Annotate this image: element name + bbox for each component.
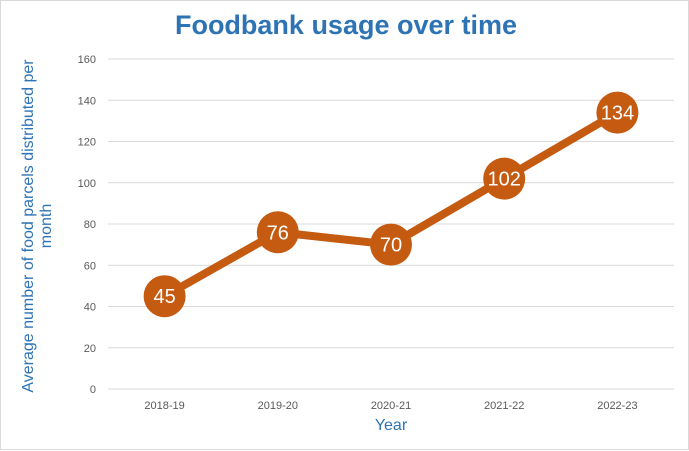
data-label: 102 — [488, 169, 521, 191]
y-tick-label: 0 — [90, 384, 96, 396]
x-tick-label: 2018-19 — [144, 400, 184, 412]
data-point — [256, 211, 299, 254]
y-axis-title-line-1: Average number of food parcels distribut… — [20, 59, 37, 393]
series-layer — [160, 108, 622, 301]
data-label: 76 — [267, 222, 289, 244]
x-tick-label: 2019-20 — [258, 400, 298, 412]
marker-layer: 45 76 70 102 134 — [143, 91, 639, 318]
data-point — [483, 157, 526, 200]
x-tick-label: 2022-23 — [597, 400, 637, 412]
y-tick-label: 40 — [84, 302, 96, 314]
data-point — [143, 275, 186, 318]
y-axis-ticks: 0 20 40 60 80 100 120 140 160 — [78, 54, 96, 396]
y-axis-title-line-2: month — [38, 204, 55, 248]
y-tick-label: 120 — [78, 137, 96, 149]
series-line — [160, 108, 622, 301]
y-tick-label: 140 — [78, 95, 96, 107]
data-point — [596, 91, 639, 134]
data-label: 134 — [601, 103, 634, 125]
data-label: 45 — [153, 286, 175, 308]
y-axis-title-group: Average number of food parcels distribut… — [20, 59, 55, 393]
data-point — [370, 223, 412, 266]
data-label: 70 — [380, 235, 402, 257]
y-tick-label: 100 — [78, 178, 96, 190]
y-tick-label: 20 — [84, 343, 96, 355]
y-tick-label: 160 — [78, 54, 96, 66]
chart-title: Foodbank usage over time — [175, 10, 517, 40]
y-tick-label: 80 — [84, 219, 96, 231]
x-axis-ticks: 2018-19 2019-20 2020-21 2021-22 2022-23 — [144, 400, 637, 412]
x-axis-title: Year — [375, 417, 408, 434]
x-tick-label: 2021-22 — [484, 400, 524, 412]
x-tick-label: 2020-21 — [371, 400, 411, 412]
y-tick-label: 60 — [84, 260, 96, 272]
